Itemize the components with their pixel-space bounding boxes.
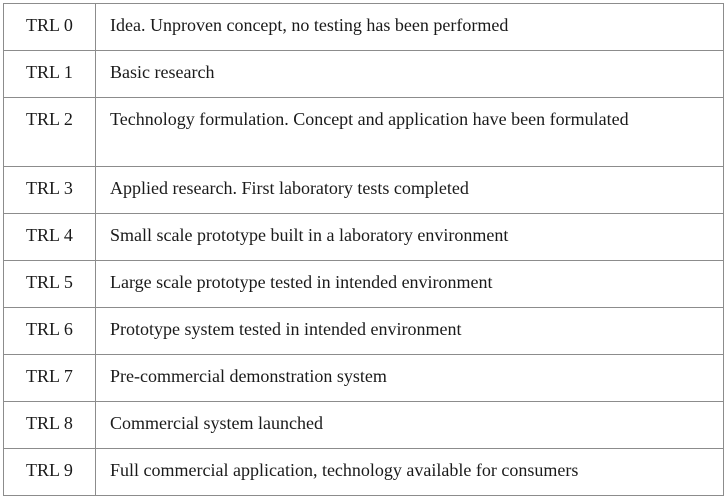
table-row: TRL 2 Technology formulation. Concept an… xyxy=(3,97,724,167)
trl-level-cell: TRL 0 xyxy=(3,3,96,51)
trl-level-cell: TRL 1 xyxy=(3,50,96,98)
trl-description-cell: Full commercial application, technology … xyxy=(95,448,724,496)
trl-level-cell: TRL 5 xyxy=(3,260,96,308)
trl-description-cell: Technology formulation. Concept and appl… xyxy=(95,97,724,167)
trl-level-cell: TRL 2 xyxy=(3,97,96,167)
table-row: TRL 7 Pre-commercial demonstration syste… xyxy=(3,354,724,402)
trl-description-cell: Prototype system tested in intended envi… xyxy=(95,307,724,355)
trl-description-cell: Large scale prototype tested in intended… xyxy=(95,260,724,308)
trl-table-body: TRL 0 Idea. Unproven concept, no testing… xyxy=(3,3,724,496)
trl-level-cell: TRL 6 xyxy=(3,307,96,355)
trl-table: TRL 0 Idea. Unproven concept, no testing… xyxy=(3,3,724,496)
trl-description-cell: Idea. Unproven concept, no testing has b… xyxy=(95,3,724,51)
trl-level-cell: TRL 8 xyxy=(3,401,96,449)
trl-level-cell: TRL 4 xyxy=(3,213,96,261)
table-row: TRL 5 Large scale prototype tested in in… xyxy=(3,260,724,308)
trl-description-cell: Basic research xyxy=(95,50,724,98)
table-row: TRL 9 Full commercial application, techn… xyxy=(3,448,724,496)
trl-description-cell: Commercial system launched xyxy=(95,401,724,449)
table-row: TRL 1 Basic research xyxy=(3,50,724,98)
trl-description-cell: Applied research. First laboratory tests… xyxy=(95,166,724,214)
trl-level-cell: TRL 9 xyxy=(3,448,96,496)
table-row: TRL 4 Small scale prototype built in a l… xyxy=(3,213,724,261)
trl-description-cell: Small scale prototype built in a laborat… xyxy=(95,213,724,261)
table-row: TRL 0 Idea. Unproven concept, no testing… xyxy=(3,3,724,51)
trl-level-cell: TRL 3 xyxy=(3,166,96,214)
trl-description-cell: Pre-commercial demonstration system xyxy=(95,354,724,402)
table-row: TRL 8 Commercial system launched xyxy=(3,401,724,449)
table-row: TRL 6 Prototype system tested in intende… xyxy=(3,307,724,355)
trl-level-cell: TRL 7 xyxy=(3,354,96,402)
table-row: TRL 3 Applied research. First laboratory… xyxy=(3,166,724,214)
